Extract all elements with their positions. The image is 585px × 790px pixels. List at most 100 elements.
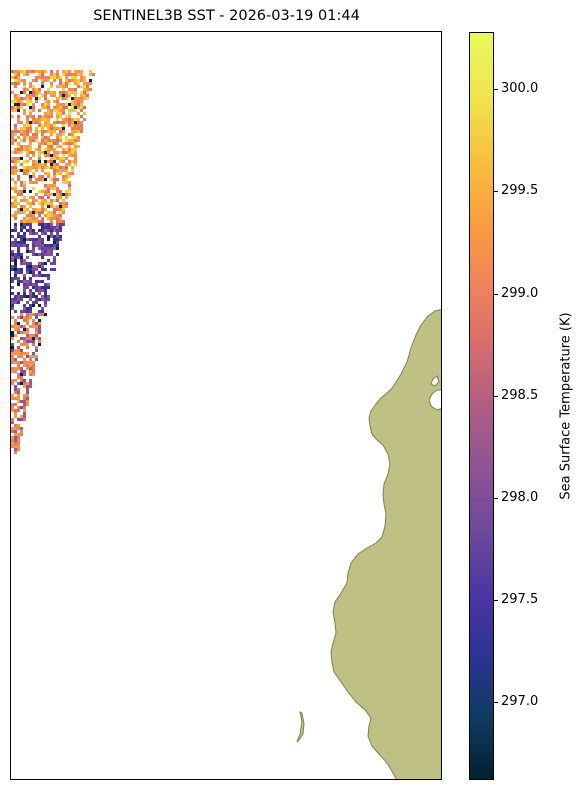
sst-pixel: [32, 355, 35, 358]
sst-pixel: [17, 442, 20, 445]
sst-pixel: [38, 286, 41, 289]
sst-pixel: [65, 193, 68, 196]
sst-pixel: [14, 439, 17, 442]
sst-pixel: [35, 349, 38, 352]
sst-pixel: [29, 205, 32, 208]
sst-pixel: [44, 268, 47, 271]
sst-pixel: [23, 241, 26, 244]
sst-pixel: [44, 244, 47, 247]
sst-pixel: [41, 253, 44, 256]
sst-pixel: [74, 154, 77, 157]
sst-pixel: [62, 166, 65, 169]
sst-pixel: [14, 409, 17, 412]
sst-pixel: [68, 82, 71, 85]
sst-pixel: [14, 211, 17, 214]
sst-pixel: [65, 202, 68, 205]
sst-pixel: [41, 142, 44, 145]
sst-pixel: [41, 244, 44, 247]
sst-pixel: [32, 241, 35, 244]
colorbar-tick-mark: [494, 89, 498, 90]
sst-pixel: [20, 193, 23, 196]
sst-pixel: [83, 85, 86, 88]
sst-pixel: [74, 142, 77, 145]
sst-pixel: [56, 232, 59, 235]
sst-pixel: [35, 325, 38, 328]
sst-pixel: [38, 238, 41, 241]
sst-pixel: [23, 208, 26, 211]
sst-pixel: [32, 199, 35, 202]
sst-pixel: [29, 211, 32, 214]
sst-pixel: [47, 184, 50, 187]
sst-pixel: [38, 274, 41, 277]
sst-pixel: [17, 247, 20, 250]
sst-pixel: [20, 337, 23, 340]
sst-pixel: [14, 100, 17, 103]
sst-pixel: [11, 307, 14, 310]
sst-pixel: [35, 238, 38, 241]
colorbar-tick-label: 300.0: [501, 81, 539, 96]
sst-pixel: [23, 370, 26, 373]
sst-pixel: [86, 82, 89, 85]
sst-pixel: [44, 139, 47, 142]
sst-pixel: [29, 238, 32, 241]
sst-pixel: [92, 73, 95, 76]
sst-pixel: [47, 283, 50, 286]
sst-pixel: [32, 304, 35, 307]
sst-pixel: [62, 94, 65, 97]
sst-pixel: [44, 250, 47, 253]
sst-pixel: [74, 136, 77, 139]
sst-pixel: [47, 121, 50, 124]
sst-pixel: [38, 241, 41, 244]
sst-pixel: [62, 181, 65, 184]
sst-pixel: [23, 385, 26, 388]
sst-pixel: [65, 79, 68, 82]
sst-pixel: [53, 268, 56, 271]
sst-pixel: [80, 130, 83, 133]
sst-pixel: [14, 202, 17, 205]
sst-pixel: [14, 358, 17, 361]
sst-pixel: [77, 97, 80, 100]
sst-pixel: [68, 115, 71, 118]
sst-pixel: [47, 106, 50, 109]
sst-pixel: [11, 358, 14, 361]
sst-pixel: [50, 223, 53, 226]
sst-pixel: [35, 241, 38, 244]
sst-pixel: [20, 79, 23, 82]
sst-pixel: [23, 304, 26, 307]
sst-pixel: [11, 331, 14, 334]
sst-pixel: [53, 199, 56, 202]
sst-pixel: [65, 178, 68, 181]
sst-pixel: [38, 280, 41, 283]
sst-pixel: [17, 292, 20, 295]
sst-pixel: [38, 265, 41, 268]
sst-pixel: [11, 169, 14, 172]
colorbar-tick-label: 297.5: [501, 592, 539, 607]
colorbar-tick-label: 299.5: [501, 183, 539, 198]
sst-pixel: [47, 145, 50, 148]
sst-pixel: [56, 112, 59, 115]
sst-pixel: [53, 178, 56, 181]
sst-pixel: [17, 193, 20, 196]
sst-pixel: [65, 121, 68, 124]
sst-pixel: [71, 169, 74, 172]
sst-pixel: [23, 331, 26, 334]
sst-pixel: [29, 316, 32, 319]
sst-pixel: [62, 220, 65, 223]
sst-pixel: [47, 154, 50, 157]
sst-pixel: [44, 298, 47, 301]
sst-pixel: [41, 226, 44, 229]
sst-pixel: [20, 70, 23, 73]
sst-pixel: [29, 178, 32, 181]
sst-pixel: [23, 139, 26, 142]
sst-pixel: [53, 130, 56, 133]
sst-pixel: [56, 241, 59, 244]
sst-pixel: [11, 394, 14, 397]
sst-pixel: [77, 136, 80, 139]
sst-pixel: [29, 115, 32, 118]
sst-pixel: [44, 226, 47, 229]
sst-pixel: [53, 121, 56, 124]
sst-pixel: [32, 247, 35, 250]
sst-pixel: [41, 151, 44, 154]
sst-pixel: [47, 223, 50, 226]
sst-pixel: [20, 415, 23, 418]
